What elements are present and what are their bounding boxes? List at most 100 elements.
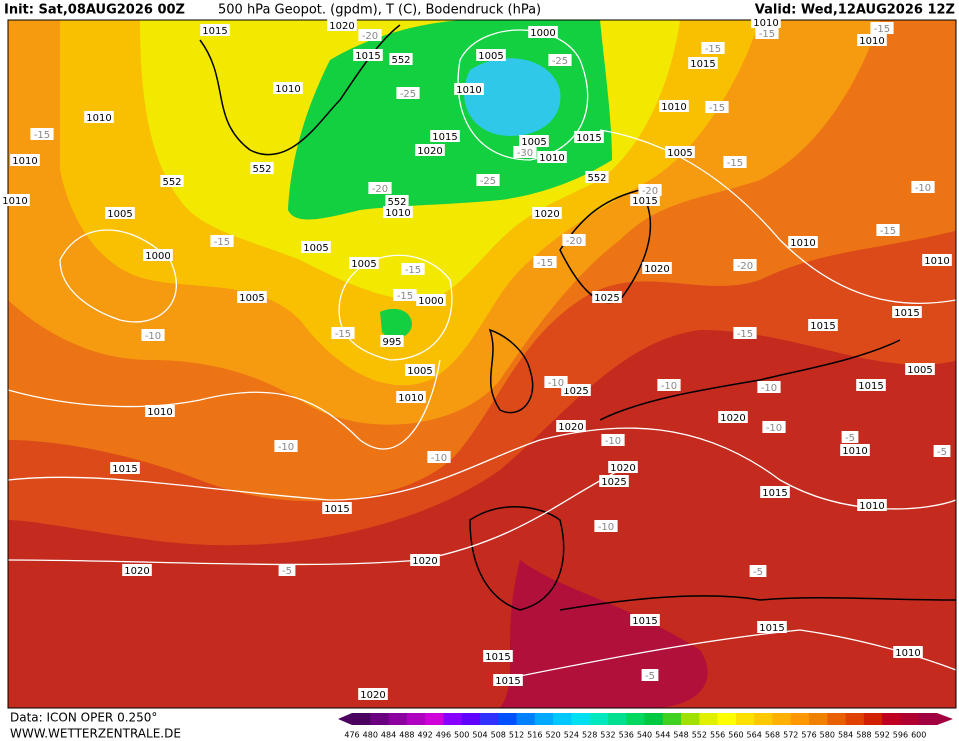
temperature-label-box — [933, 445, 951, 457]
isobar-label: 1005 — [521, 137, 546, 148]
colorbar-label: 596 — [893, 731, 908, 740]
temperature-label-box — [396, 87, 420, 99]
temperature-label: -10 — [761, 383, 777, 394]
temperature-label-box — [723, 156, 747, 168]
isobar-label-box — [893, 646, 923, 658]
isobar-label: 1000 — [530, 28, 555, 39]
isobar-label: 1005 — [303, 243, 328, 254]
isobar-label-box — [630, 194, 660, 206]
isobar-label-box — [630, 614, 660, 626]
colorbar-swatch — [425, 713, 444, 725]
coastline — [199, 24, 401, 156]
isobar-label-box — [537, 151, 567, 163]
isobar-label: 1000 — [145, 251, 170, 262]
temperature-label-box — [427, 451, 451, 463]
temperature-label-box — [601, 434, 625, 446]
temperature-label-box — [368, 182, 392, 194]
temperature-label-box — [733, 259, 757, 271]
colorbar-swatch — [717, 713, 737, 725]
isobar-label: 1015 — [485, 652, 510, 663]
isobar-label: 1005 — [907, 365, 932, 376]
temperature-label: -5 — [753, 567, 763, 578]
temperature-label-box — [657, 379, 681, 391]
isobar-label: 1010 — [86, 113, 111, 124]
geopotential-label: 552 — [587, 173, 606, 184]
isobar-label: 1015 — [810, 321, 835, 332]
geopotential-label-box — [160, 175, 184, 187]
colorbar-label: 588 — [856, 731, 871, 740]
isobar-label-box — [599, 475, 629, 487]
colorbar-swatch — [754, 713, 773, 725]
colorbar-swatch — [498, 713, 518, 725]
temperature-label: -5 — [645, 671, 655, 682]
temperature-label-box — [870, 22, 894, 34]
valid-time: Valid: Wed,12AUG2026 12Z — [755, 3, 955, 18]
isobar-label: 1020 — [124, 566, 149, 577]
temperature-label-box — [562, 234, 586, 246]
map-labels: 1015 1020 1015 1010 1010 1010 1010 1005 1000 1005… — [0, 16, 952, 701]
colorbar-label: 544 — [655, 731, 670, 740]
colorbar-label: 524 — [564, 731, 579, 740]
isobar — [8, 359, 441, 450]
temperature-label-box — [210, 235, 234, 247]
temperature-label: -5 — [845, 433, 855, 444]
temperature-label-box — [544, 376, 568, 388]
isobar-label-box — [519, 135, 549, 147]
isobar-label: 1015 — [495, 676, 520, 687]
colorbar-label: 540 — [637, 731, 652, 740]
colorbar-label: 504 — [472, 731, 487, 740]
isobar-label-box — [493, 674, 523, 686]
isobar-label: 1010 — [895, 648, 920, 659]
isobar-label: 1015 — [355, 51, 380, 62]
isobar-label-box — [476, 49, 506, 61]
temperature-label-box — [911, 181, 935, 193]
colorbar-label: 568 — [765, 731, 780, 740]
isobar-label: 1010 — [859, 36, 884, 47]
isobar-label: 1010 — [456, 85, 481, 96]
temperature-label-box — [331, 327, 355, 339]
isobar-label: 1010 — [924, 256, 949, 267]
temperature-label-box — [641, 669, 659, 681]
temperature-label-box — [401, 263, 425, 275]
temperature-label: -15 — [737, 329, 753, 340]
colorbar-label: 532 — [600, 731, 615, 740]
colorbar-label: 536 — [619, 731, 634, 740]
isobar-label-box — [757, 621, 787, 633]
isobar-label: 1020 — [558, 422, 583, 433]
isobar-label-box — [430, 130, 460, 142]
isobar-label: 1015 — [894, 308, 919, 319]
colorbar-label: 476 — [344, 731, 359, 740]
colorbar-label: 600 — [911, 731, 926, 740]
isobar-label: 1010 — [661, 102, 686, 113]
colorbar-label: 556 — [710, 731, 725, 740]
colorbar-swatch — [370, 713, 390, 725]
temperature-label-box — [876, 224, 900, 236]
temperature-label: -20 — [566, 236, 582, 247]
isobar-label-box — [145, 405, 175, 417]
temperature-label: -25 — [400, 89, 416, 100]
colorbar-label: 592 — [875, 731, 890, 740]
isobar-label-box — [483, 650, 513, 662]
colorbar-arrow-high — [937, 713, 953, 725]
isobar-label: 1020 — [360, 690, 385, 701]
temperature-label: -5 — [282, 566, 292, 577]
colorbar-swatch — [809, 713, 828, 725]
isobar-label: 1010 — [842, 446, 867, 457]
temperature-label: -25 — [552, 56, 568, 67]
colorbar-label: 564 — [747, 731, 762, 740]
temperature-label: -15 — [214, 237, 230, 248]
isobar-label-box — [84, 111, 114, 123]
isobar-label-box — [237, 291, 267, 303]
colorbar-swatch — [626, 713, 645, 725]
isobar-label-box — [110, 462, 140, 474]
colorbar-swatch — [644, 713, 664, 725]
isobar-label-box — [840, 444, 870, 456]
coastline — [488, 328, 534, 414]
colorbar-label: 488 — [399, 731, 414, 740]
temperature-label-box — [548, 54, 572, 66]
isobar-label: 1020 — [417, 146, 442, 157]
colorbar-label: 496 — [436, 731, 451, 740]
isobar-label: 1005 — [351, 259, 376, 270]
isobar-label-box — [857, 499, 887, 511]
map-frame — [7, 19, 957, 709]
